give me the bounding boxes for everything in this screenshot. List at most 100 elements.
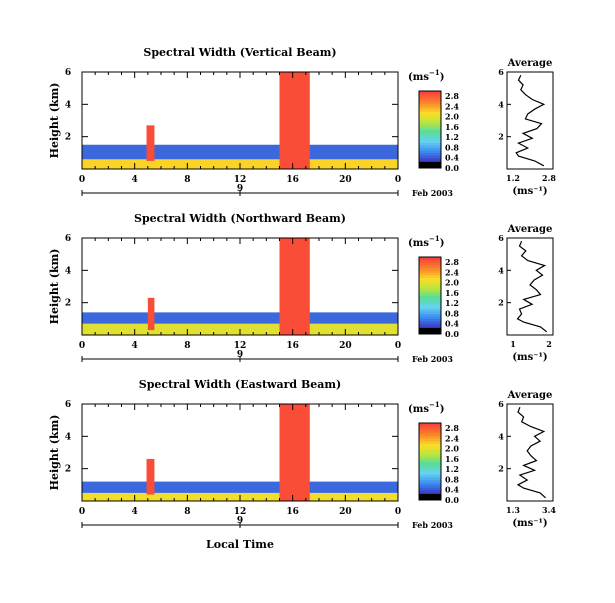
- colorbar-swatch: [419, 142, 441, 146]
- heatmap-cell: [82, 312, 398, 324]
- colorbar-tick-label: 2.0: [445, 444, 459, 454]
- colorbar-swatch: [419, 471, 441, 475]
- average-profile-line: [515, 74, 546, 167]
- colorbar-frame: [418, 90, 442, 169]
- colorbar-swatch: [419, 443, 441, 447]
- average-y-tick-label: 6: [498, 233, 504, 243]
- unit-part: (ms: [408, 404, 429, 415]
- colorbar-swatch: [419, 119, 441, 123]
- colorbar-frame: [418, 422, 442, 501]
- colorbar-swatch: [419, 290, 441, 294]
- x-tick-label: 4: [132, 175, 138, 185]
- x-tick-label: 0: [395, 175, 401, 185]
- colorbar-tick-label: 2.4: [445, 267, 459, 277]
- colorbar-tick-label: 2.8: [445, 91, 459, 101]
- colorbar-tick-label: 1.6: [445, 122, 459, 132]
- y-tick-label: 2: [65, 133, 71, 143]
- colorbar-swatch: [419, 456, 441, 460]
- average-unit-label: (ms⁻¹): [512, 518, 547, 529]
- colorbar-swatch: [419, 300, 441, 304]
- colorbar-swatch: [419, 425, 441, 429]
- colorbar-swatch: [419, 103, 441, 107]
- colorbar-swatch: [419, 155, 441, 159]
- colorbar-swatch: [419, 134, 441, 138]
- colorbar-swatch: [419, 430, 441, 434]
- colorbar-tick-label: 0.4: [445, 319, 459, 329]
- colorbar-tick-label: 2.4: [445, 101, 459, 111]
- average-y-tick-label: 2: [498, 298, 504, 308]
- colorbar-swatch: [419, 318, 441, 322]
- colorbar-swatch: [419, 484, 441, 488]
- average-y-tick-label: 6: [498, 67, 504, 77]
- colorbar-swatch: [419, 98, 441, 102]
- average-frame: [506, 403, 554, 502]
- colorbar-swatch: [419, 308, 441, 312]
- colorbar-swatch: [419, 323, 441, 327]
- colorbar-swatch: [419, 469, 441, 473]
- colorbar-tick-label: 1.6: [445, 288, 459, 298]
- colorbar-swatch: [419, 147, 441, 151]
- colorbar-swatch: [419, 96, 441, 100]
- colorbar-swatch: [419, 101, 441, 105]
- colorbar-swatch: [419, 157, 441, 161]
- x-tick-label: 12: [234, 341, 247, 351]
- colorbar-swatch: [419, 257, 441, 261]
- y-tick-label: 4: [65, 100, 71, 110]
- colorbar-tick-label: 0.8: [445, 308, 459, 318]
- colorbar-swatch: [419, 464, 441, 468]
- colorbar-swatch: [419, 474, 441, 478]
- average-unit-label: (ms⁻¹): [512, 352, 547, 363]
- x-tick-label: 16: [286, 507, 299, 517]
- colorbar-swatch: [419, 282, 441, 286]
- colorbar-tick-label: 0.8: [445, 142, 459, 152]
- average-y-tick-label: 4: [498, 265, 504, 275]
- colorbar-swatch: [419, 274, 441, 279]
- colorbar-swatch: [419, 264, 441, 268]
- average-x-tick-label: 2: [546, 339, 552, 349]
- colorbar-swatch: [419, 466, 441, 470]
- x-tick-label: 16: [286, 175, 299, 185]
- colorbar: 0.00.40.81.21.62.02.42.8: [418, 422, 459, 505]
- colorbar-swatch: [419, 91, 441, 95]
- x-axis-label: Local Time: [206, 538, 274, 551]
- panel-title: Spectral Width (Eastward Beam): [139, 378, 341, 391]
- x-tick-label: 0: [79, 175, 85, 185]
- unit-exp: −1: [429, 400, 440, 409]
- colorbar-tick-label: 0.0: [445, 495, 459, 505]
- colorbar-swatch: [419, 321, 441, 325]
- colorbar-swatch: [419, 476, 441, 480]
- colorbar-swatch: [419, 423, 441, 427]
- colorbar-zero-band: [419, 162, 441, 168]
- colorbar-tick-label: 2.4: [445, 433, 459, 443]
- colorbar-tick-label: 1.6: [445, 454, 459, 464]
- y-tick-label: 2: [65, 465, 71, 475]
- x-tick-label: 0: [395, 507, 401, 517]
- colorbar-unit: (ms−1): [408, 68, 444, 83]
- heatmap-cell: [146, 458, 155, 495]
- average-panel: Average 2 4 6 1.3 3.4 (ms⁻¹): [498, 390, 556, 529]
- colorbar-swatch: [419, 116, 441, 120]
- average-profile-line: [516, 406, 546, 499]
- colorbar-swatch: [419, 277, 441, 281]
- average-x-tick-label: 2.8: [542, 173, 556, 183]
- y-tick-label: 4: [65, 266, 71, 276]
- unit-part: ): [440, 404, 445, 415]
- colorbar-swatch: [419, 448, 441, 452]
- panel-title: Spectral Width (Northward Beam): [134, 212, 346, 225]
- colorbar-swatch: [419, 298, 441, 302]
- colorbar-unit: (ms−1): [408, 400, 444, 415]
- unit-exp: −1: [429, 234, 440, 243]
- x-tick-label: 0: [79, 341, 85, 351]
- heatmap-cell: [82, 481, 398, 493]
- heatmap-cell: [82, 144, 398, 160]
- average-title: Average: [507, 58, 553, 69]
- average-x-tick-label: 1.3: [506, 505, 520, 515]
- colorbar-swatch: [419, 433, 441, 437]
- colorbar-swatch: [419, 126, 441, 130]
- colorbar-swatch: [419, 482, 441, 486]
- colorbar-tick-label: 0.0: [445, 163, 459, 173]
- colorbar-swatch: [419, 285, 441, 289]
- colorbar-swatch: [419, 438, 441, 442]
- colorbar-swatch: [419, 461, 441, 465]
